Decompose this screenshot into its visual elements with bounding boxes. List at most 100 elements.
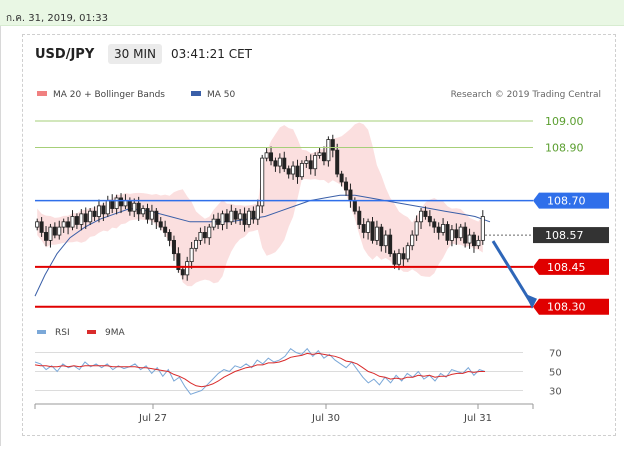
date-label: ก.ค. 31, 2019, 01:33 [6, 13, 108, 24]
legend-label-1: MA 20 + Bollinger Bands [53, 90, 165, 100]
candle-body-55 [277, 157, 282, 167]
ma50-line [34, 194, 491, 297]
rsi-tick-30: 30 [549, 387, 562, 398]
candle-body-91 [436, 226, 441, 233]
date-bar: ก.ค. 31, 2019, 01:33 [0, 0, 624, 26]
candle-body-5 [57, 226, 62, 236]
candle-body-44 [229, 210, 234, 223]
candle-body-50 [255, 205, 260, 220]
candle-body-21 [127, 200, 132, 212]
bollinger-band [37, 122, 483, 287]
level-label-bg-108-70 [533, 192, 609, 209]
candle-body-61 [304, 160, 309, 164]
legend-label-2: MA 50 [207, 90, 236, 100]
candle-body-34 [185, 261, 190, 276]
chart-time: 03:41:21 CET [171, 47, 252, 61]
candle-body-29 [163, 226, 168, 233]
candle-body-89 [427, 216, 432, 223]
candle-body-28 [158, 221, 163, 228]
candle-body-42 [220, 213, 225, 225]
candle-body-66 [326, 139, 331, 162]
candle-body-3 [48, 226, 53, 241]
forecast-arrow-head [525, 293, 537, 309]
candle-body-75 [366, 221, 371, 233]
candle-body-36 [194, 239, 199, 249]
candle-body-30 [167, 232, 172, 241]
candle-body-65 [321, 152, 326, 162]
timeframe-badge[interactable]: 30 MIN [108, 44, 162, 64]
credit-label: Research © 2019 Trading Central [451, 90, 601, 100]
candle-body-51 [260, 157, 265, 207]
candle-body-24 [141, 208, 146, 215]
candle-body-25 [145, 208, 150, 220]
candle-body-19 [119, 197, 124, 207]
candle-body-67 [330, 139, 335, 151]
candle-body-0 [35, 221, 40, 228]
candle-body-14 [96, 205, 101, 217]
candle-body-85 [410, 234, 415, 247]
candle-body-101 [480, 216, 485, 241]
candle-body-41 [216, 218, 221, 225]
candle-body-78 [379, 226, 384, 247]
candle-body-49 [251, 210, 256, 220]
ma9-legend-swatch [87, 330, 96, 334]
candle-body-26 [149, 210, 154, 220]
rsi-tick-50: 50 [549, 368, 562, 379]
candle-body-72 [352, 200, 357, 212]
candle-body-77 [374, 226, 379, 241]
legend-swatch-1 [37, 91, 47, 96]
candle-body-46 [238, 213, 243, 220]
candle-body-6 [61, 221, 66, 228]
candle-body-33 [180, 269, 185, 276]
candle-body-32 [176, 253, 181, 270]
candle-body-15 [101, 205, 106, 215]
candle-body-97 [463, 226, 468, 244]
candle-body-79 [383, 234, 388, 247]
chart-card: USD/JPY 30 MIN 03:41:21 CET MA 20 + Boll… [22, 34, 616, 436]
candle-body-74 [361, 224, 366, 233]
level-label-108-45: 108.45 [547, 261, 586, 274]
candle-body-37 [198, 232, 203, 241]
candle-body-62 [308, 160, 313, 170]
candle-body-68 [335, 149, 340, 175]
candle-body-58 [291, 165, 296, 175]
candle-body-9 [74, 216, 79, 225]
candle-body-73 [357, 210, 362, 225]
candle-body-7 [66, 221, 71, 228]
candle-body-88 [423, 210, 428, 217]
candle-body-31 [171, 239, 176, 255]
candle-body-18 [114, 197, 119, 209]
candle-body-17 [110, 200, 115, 209]
candle-body-23 [136, 202, 141, 215]
candle-body-39 [207, 226, 212, 239]
candle-body-43 [224, 213, 229, 223]
candle-body-60 [299, 163, 304, 178]
level-label-bg-108-57 [533, 227, 609, 244]
forecast-arrow-shaft [491, 240, 533, 304]
ma9-legend-label: 9MA [105, 328, 125, 338]
level-label-108-90: 108.90 [545, 142, 584, 155]
level-label-108-57: 108.57 [545, 229, 584, 242]
candle-body-13 [92, 210, 97, 217]
candle-body-100 [476, 239, 481, 247]
x-tick-label-3: Jul 31 [463, 413, 492, 424]
candle-body-8 [70, 216, 75, 228]
level-label-108-30: 108.30 [547, 301, 586, 314]
candle-body-53 [269, 152, 274, 162]
candle-body-1 [39, 221, 44, 233]
candle-body-87 [419, 210, 424, 223]
candle-body-82 [396, 253, 401, 265]
candle-body-20 [123, 200, 128, 207]
rsi-legend-swatch [37, 330, 46, 334]
candle-body-35 [189, 247, 194, 263]
left-border [0, 26, 1, 446]
candle-body-95 [454, 229, 459, 239]
candle-body-52 [264, 152, 269, 159]
candle-body-22 [132, 202, 137, 212]
candle-body-27 [154, 210, 159, 223]
candle-body-64 [317, 152, 322, 156]
legend-swatch-2 [191, 91, 201, 96]
candle-body-76 [370, 221, 375, 241]
level-label-109-00: 109.00 [545, 115, 584, 128]
rsi-ma-line [34, 352, 485, 388]
